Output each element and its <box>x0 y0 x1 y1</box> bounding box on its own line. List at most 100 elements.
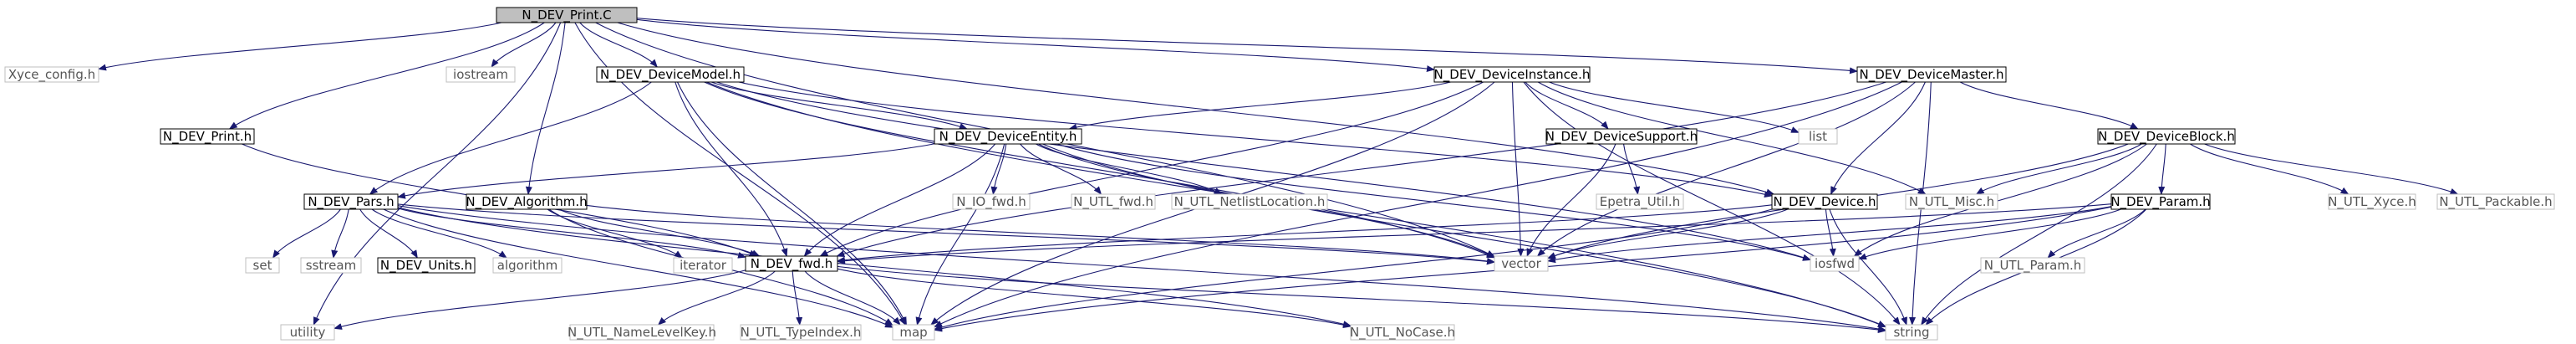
edge-dev_fwd-to-typeindex <box>792 270 803 326</box>
node-deviceentity[interactable]: N_DEV_DeviceEntity.h <box>934 128 1082 145</box>
node-box-iosfwd <box>1810 255 1860 272</box>
edge-deviceblock-to-utl_xyce <box>2190 143 2349 195</box>
node-box-vector <box>1494 255 1549 272</box>
node-iostream: iostream <box>445 66 516 83</box>
edge-deviceblock-to-string <box>1921 143 2157 326</box>
node-utl_param: N_UTL_Param.h <box>1980 257 2085 274</box>
node-box-deviceinstance <box>1433 66 1591 83</box>
node-box-print_c <box>496 7 638 23</box>
node-box-algorithm <box>492 257 563 274</box>
node-nocase: N_UTL_NoCase.h <box>1350 324 1455 341</box>
node-label-dev_fwd: N_DEV_fwd.h <box>751 256 833 272</box>
node-devicemodel[interactable]: N_DEV_DeviceModel.h <box>596 66 745 83</box>
node-units[interactable]: N_DEV_Units.h <box>377 257 476 274</box>
edge-device_h-to-string <box>1829 208 1907 326</box>
node-box-epetra <box>1596 193 1684 210</box>
node-box-utl_xyce <box>2328 193 2416 210</box>
node-box-map <box>892 324 935 341</box>
edge-pars-to-nocase <box>397 207 1352 328</box>
node-devicemaster[interactable]: N_DEV_DeviceMaster.h <box>1856 66 2007 83</box>
node-label-netlistloc: N_UTL_NetlistLocation.h <box>1174 194 1326 210</box>
edge-param-to-dev_fwd <box>837 203 2112 264</box>
node-box-utl_packable <box>2436 193 2555 210</box>
edge-deviceentity-to-string <box>1042 143 1886 327</box>
edge-dev_fwd-to-nocase <box>837 268 1352 328</box>
node-deviceblock[interactable]: N_DEV_DeviceBlock.h <box>2097 128 2236 145</box>
node-iterator: iterator <box>673 257 733 274</box>
node-utility: utility <box>280 324 335 341</box>
node-deviceinstance[interactable]: N_DEV_DeviceInstance.h <box>1433 66 1591 83</box>
edge-pars-to-algorithm <box>371 208 507 259</box>
node-box-dev_fwd <box>745 255 838 272</box>
edge-deviceblock-to-utl_packable <box>2204 143 2459 195</box>
node-print_c[interactable]: N_DEV_Print.C <box>496 7 638 23</box>
node-box-list <box>1798 128 1838 145</box>
node-label-deviceblock: N_DEV_DeviceBlock.h <box>2098 129 2235 145</box>
node-utl_misc: N_UTL_Misc.h <box>1905 193 1998 210</box>
edge-devicemodel-to-device_h <box>738 81 1773 198</box>
edge-print_c-to-algorithm_h <box>525 22 566 195</box>
node-box-nocase <box>1350 324 1455 341</box>
node-box-io_fwd <box>952 193 1031 210</box>
node-box-devicemaster <box>1856 66 2007 83</box>
node-box-utl_misc <box>1905 193 1998 210</box>
node-label-vector: vector <box>1501 256 1541 271</box>
node-map: map <box>892 324 935 341</box>
node-print_h[interactable]: N_DEV_Print.h <box>160 128 255 145</box>
node-devicesupport[interactable]: N_DEV_DeviceSupport.h <box>1545 128 1698 145</box>
edge-devicemodel-to-map <box>677 81 907 326</box>
node-label-set: set <box>253 258 272 273</box>
node-label-algorithm_h: N_DEV_Algorithm.h <box>466 194 587 210</box>
edge-dev_fwd-to-map <box>804 270 901 326</box>
node-label-utl_fwd: N_UTL_fwd.h <box>1073 194 1153 210</box>
edge-print_c-to-devicemodel <box>579 22 658 68</box>
node-label-utl_param: N_UTL_Param.h <box>1984 258 2082 274</box>
node-box-print_h <box>160 128 255 145</box>
edge-deviceentity-to-pars <box>397 143 935 199</box>
node-box-sstream <box>300 257 362 274</box>
edge-device_h-to-dev_fwd <box>837 204 1773 264</box>
edge-deviceblock-to-param <box>2158 143 2166 195</box>
node-label-devicemodel: N_DEV_DeviceModel.h <box>600 67 741 83</box>
node-label-list: list <box>1809 129 1827 144</box>
node-box-device_h <box>1771 193 1878 210</box>
node-xyce_config: Xyce_config.h <box>4 66 99 83</box>
edge-devicemaster-to-map <box>934 81 1902 328</box>
node-box-string <box>1885 324 1938 341</box>
node-label-devicesupport: N_DEV_DeviceSupport.h <box>1545 129 1698 145</box>
edge-pars-to-map <box>383 208 893 328</box>
node-box-utl_fwd <box>1071 193 1156 210</box>
node-label-print_h: N_DEV_Print.h <box>163 129 252 145</box>
node-sstream: sstream <box>300 257 362 274</box>
node-io_fwd: N_IO_fwd.h <box>952 193 1031 210</box>
edge-param-to-iosfwd <box>1858 208 2121 260</box>
node-box-namelevelkey <box>569 324 715 341</box>
node-label-units: N_DEV_Units.h <box>380 258 472 274</box>
node-dev_fwd[interactable]: N_DEV_fwd.h <box>745 255 838 272</box>
node-box-xyce_config <box>4 66 99 83</box>
node-label-utility: utility <box>290 325 326 340</box>
node-utl_xyce: N_UTL_Xyce.h <box>2328 193 2416 210</box>
node-label-utl_misc: N_UTL_Misc.h <box>1909 194 1994 210</box>
edge-param-to-vector <box>1547 206 2112 264</box>
node-device_h[interactable]: N_DEV_Device.h <box>1771 193 1878 210</box>
node-label-typeindex: N_UTL_TypeIndex.h <box>741 325 862 341</box>
node-box-netlistloc <box>1171 193 1328 210</box>
node-algorithm_h[interactable]: N_DEV_Algorithm.h <box>466 193 588 210</box>
edge-pars-to-string <box>397 205 1886 332</box>
edge-algorithm_h-to-dev_fwd <box>558 208 761 257</box>
node-label-xyce_config: Xyce_config.h <box>8 67 95 83</box>
node-pars[interactable]: N_DEV_Pars.h <box>303 193 399 210</box>
edge-deviceentity-to-utl_fwd <box>1020 143 1102 195</box>
edge-device_h-to-map <box>934 208 1773 331</box>
edge-print_c-to-devicemaster <box>636 18 1858 74</box>
node-label-iterator: iterator <box>680 258 727 273</box>
node-label-pars: N_DEV_Pars.h <box>308 194 394 210</box>
node-param[interactable]: N_DEV_Param.h <box>2110 193 2211 210</box>
edge-layer <box>98 18 2459 333</box>
node-string: string <box>1885 324 1938 341</box>
edge-deviceinstance-to-dev_fwd <box>819 81 1484 257</box>
edge-device_h-to-iosfwd <box>1825 208 1836 257</box>
edge-pars-to-set <box>272 208 341 259</box>
node-label-iosfwd: iosfwd <box>1815 256 1855 271</box>
